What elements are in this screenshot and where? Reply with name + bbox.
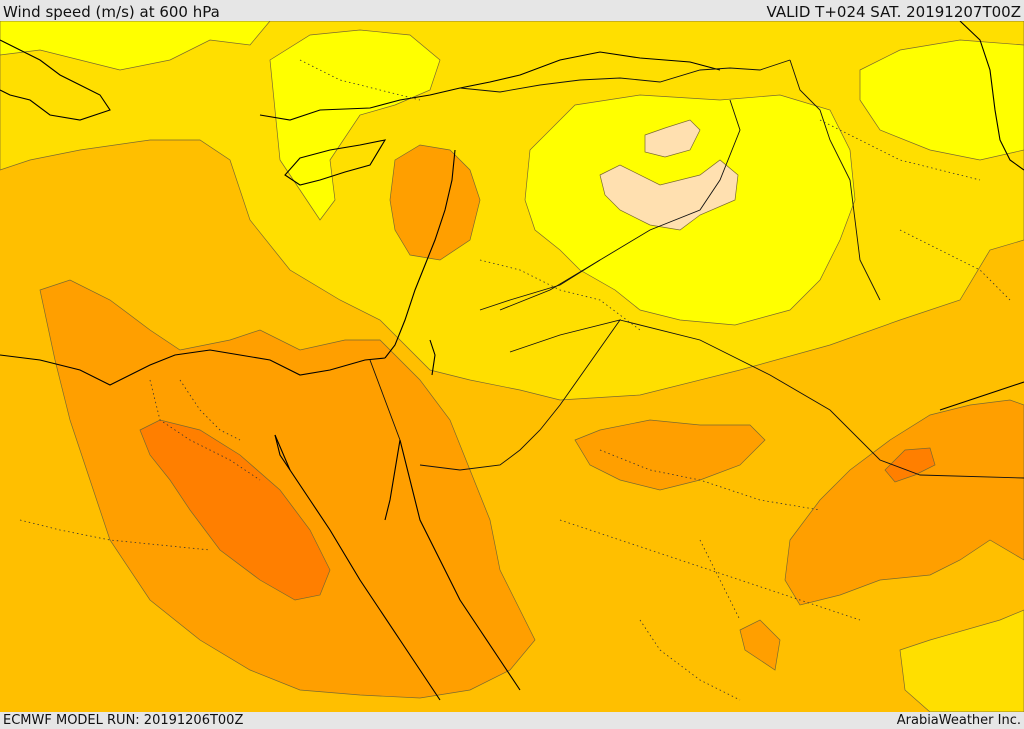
coast-caspian	[959, 21, 1024, 171]
field-level-5-east	[884, 447, 936, 483]
credit-label: ArabiaWeather Inc.	[896, 713, 1021, 728]
wind-speed-map	[0, 21, 1024, 712]
coast-red-sea-east	[399, 439, 521, 691]
map-header: Wind speed (m/s) at 600 hPa VALID T+024 …	[0, 0, 1024, 21]
field-level-1-northeast	[859, 39, 1024, 161]
coast-dead-sea	[429, 339, 436, 376]
border-turkey-syria	[459, 59, 791, 93]
coast-gulf-aqaba	[384, 439, 401, 521]
coast-levant	[384, 149, 456, 359]
map-title: Wind speed (m/s) at 600 hPa	[3, 3, 220, 21]
admin-boundaries	[19, 59, 1011, 701]
border-syria-iraq	[499, 99, 741, 311]
coast-red-sea-west	[274, 434, 441, 701]
coast-greece	[0, 39, 111, 121]
model-run-label: ECMWF MODEL RUN: 20191206T00Z	[3, 713, 244, 728]
border-iran-iraq	[789, 59, 881, 301]
field-level-1-north-strip	[0, 21, 271, 71]
coast-egypt-north	[0, 349, 386, 386]
coast-turkey-south	[259, 51, 721, 121]
field-calm-patch-2	[644, 119, 701, 158]
field-calm-patch	[599, 159, 739, 231]
field-level-4-east	[784, 399, 1024, 606]
field-level-4-central	[574, 419, 766, 491]
map-footer: ECMWF MODEL RUN: 20191206T00Z ArabiaWeat…	[0, 712, 1024, 729]
coastlines	[0, 21, 1024, 701]
field-level-4-west	[39, 279, 536, 699]
coast-cyprus	[284, 139, 387, 186]
border-egypt-israel	[369, 359, 401, 441]
coast-persian-gulf	[939, 381, 1024, 411]
border-syria-jordan	[479, 259, 601, 311]
valid-time: VALID T+024 SAT. 20191207T00Z	[766, 3, 1021, 21]
field-level-1-lower-right	[899, 609, 1024, 712]
map-canvas	[0, 21, 1024, 712]
borders	[369, 59, 1024, 479]
border-jordan-saudi	[419, 319, 622, 471]
field-level-4-levant	[389, 144, 481, 261]
border-iraq-saudi	[619, 319, 1024, 479]
field-level-1-northwest	[269, 29, 441, 221]
field-level-5-core	[139, 419, 331, 601]
field-level-4-southeast	[739, 619, 781, 671]
coast-gulf-suez	[274, 434, 291, 471]
